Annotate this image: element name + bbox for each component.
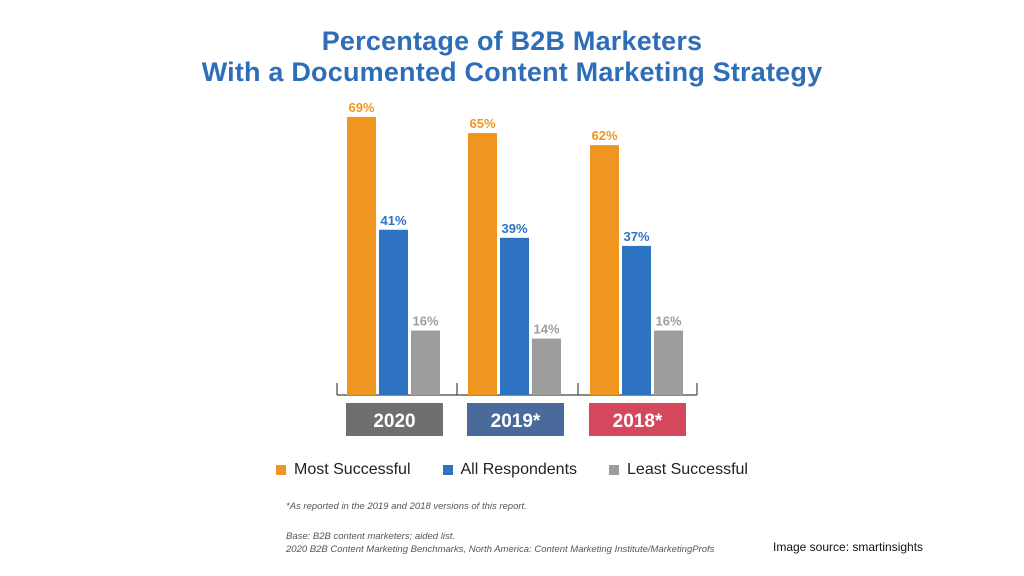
data-label-all-respondents-2019: 39%	[501, 221, 527, 236]
bar-all-respondents-2020	[379, 229, 408, 395]
category-box-2018	[589, 403, 686, 436]
base-note: Base: B2B content marketers; aided list.	[286, 531, 455, 542]
legend-label-most-successful: Most Successful	[294, 461, 411, 478]
legend-swatch-all-respondents	[442, 465, 453, 475]
bar-most-successful-2019	[468, 133, 497, 396]
category-label-2020: 2020	[373, 411, 415, 432]
source-note: 2020 B2B Content Marketing Benchmarks, N…	[286, 544, 715, 555]
data-label-least-successful-2020: 16%	[412, 314, 438, 329]
legend-swatch-most-successful	[276, 465, 287, 475]
bar-least-successful-2019	[532, 338, 561, 395]
chart-title-line-2: With a Documented Content Marketing Stra…	[201, 57, 823, 87]
data-label-most-successful-2020: 69%	[348, 100, 374, 115]
data-label-least-successful-2018: 16%	[655, 314, 681, 329]
legend-item-all-respondents: All Respondents	[442, 461, 578, 479]
data-label-all-respondents-2020: 41%	[380, 213, 406, 228]
bar-most-successful-2020	[347, 116, 376, 396]
footnote: *As reported in the 2019 and 2018 versio…	[286, 501, 527, 512]
legend-item-most-successful: Most Successful	[276, 461, 411, 479]
bar-least-successful-2018	[654, 330, 683, 395]
data-label-all-respondents-2018: 37%	[623, 229, 649, 244]
bar-most-successful-2018	[590, 145, 619, 395]
bar-all-respondents-2019	[500, 237, 529, 395]
bar-all-respondents-2018	[622, 245, 651, 395]
category-label-2019: 2019*	[491, 411, 541, 432]
data-label-most-successful-2018: 62%	[591, 128, 617, 143]
category-label-2018: 2018*	[613, 411, 663, 432]
legend-label-all-respondents: All Respondents	[460, 461, 578, 478]
legend-item-least-successful: Least Successful	[609, 461, 748, 479]
category-box-2019	[467, 403, 564, 436]
chart-title-line-1: Percentage of B2B Marketers	[321, 26, 703, 56]
category-box-2020	[346, 403, 443, 436]
legend-label-least-successful: Least Successful	[627, 461, 748, 478]
data-label-least-successful-2019: 14%	[533, 322, 559, 337]
bar-least-successful-2020	[411, 330, 440, 395]
legend-swatch-least-successful	[609, 465, 620, 475]
data-label-most-successful-2019: 65%	[469, 116, 495, 131]
image-source: Image source: smartinsights	[773, 540, 924, 554]
chart-legend: Most Successful All Respondents Least Su…	[0, 461, 1024, 479]
